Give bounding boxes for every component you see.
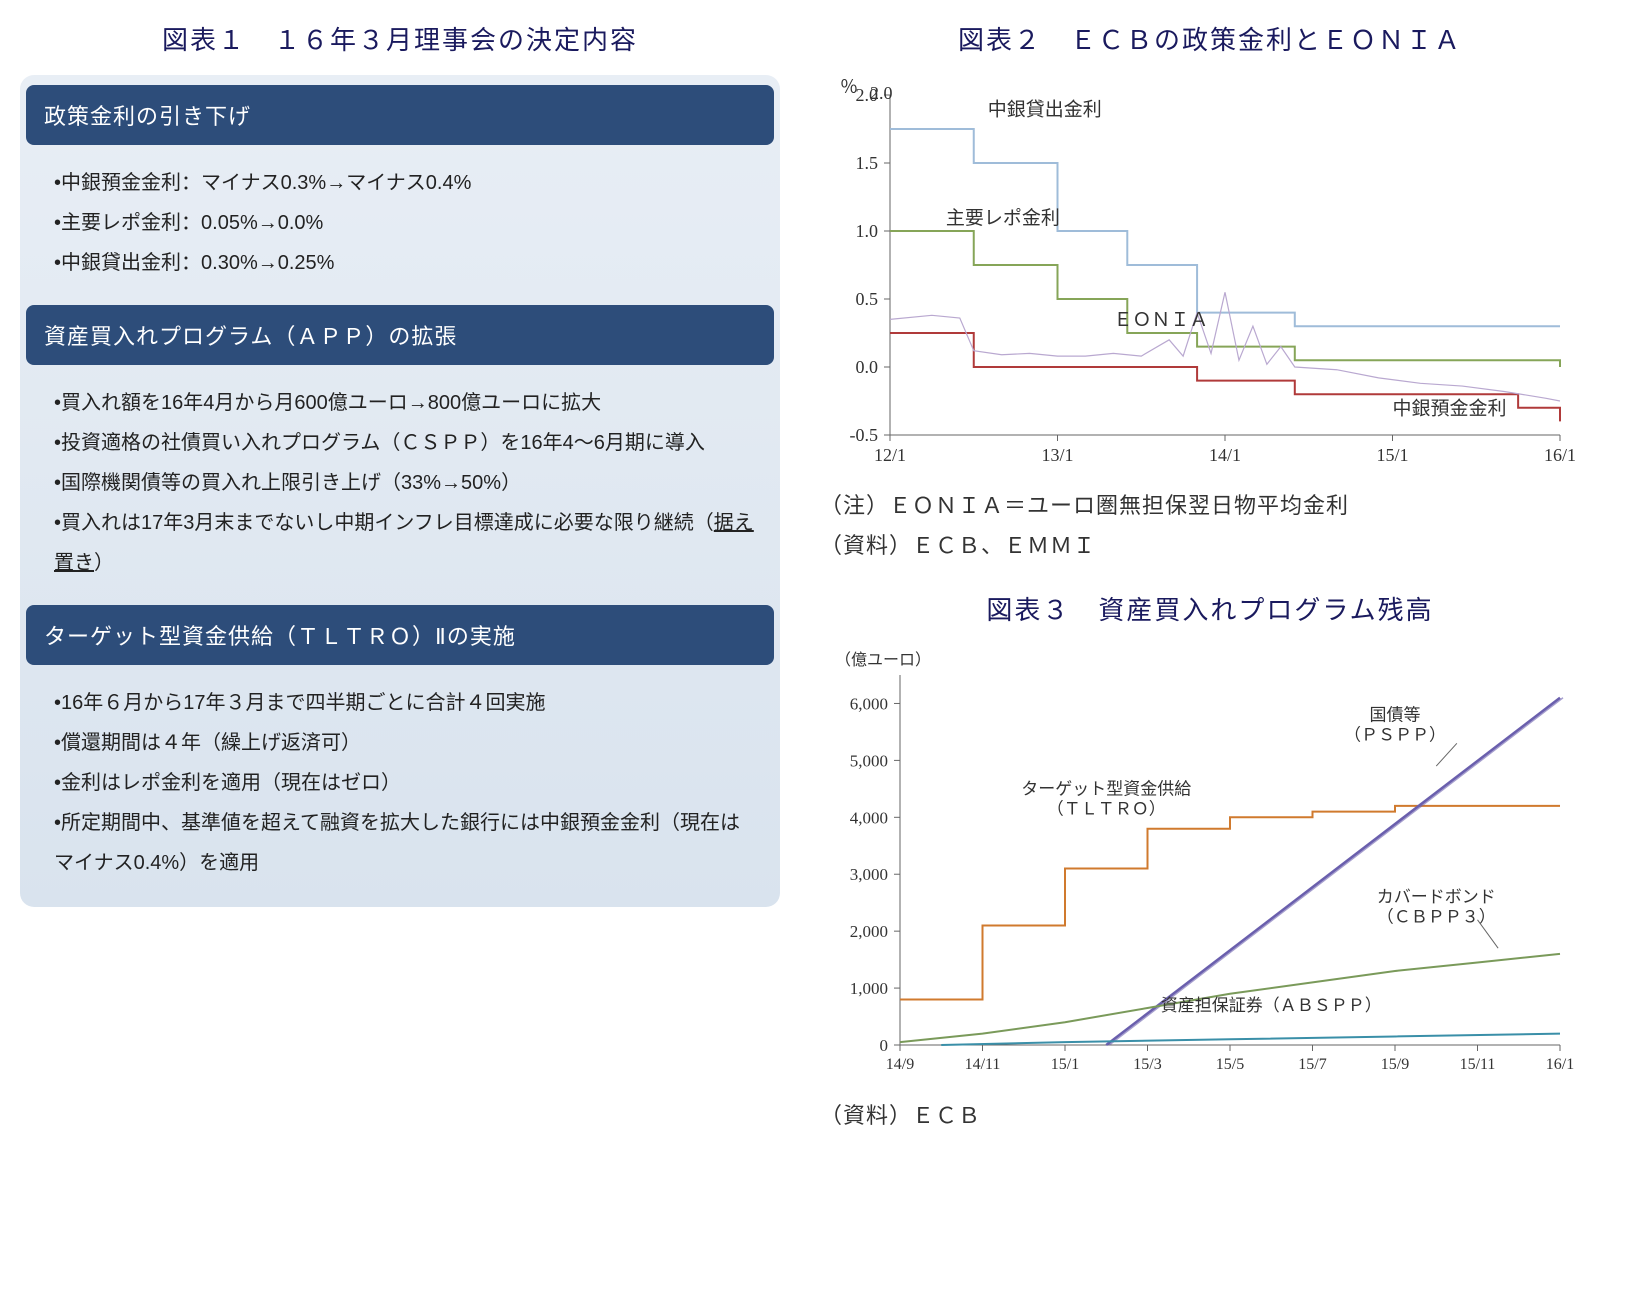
svg-text:15/1: 15/1 (1376, 445, 1408, 465)
bullet-item: 金利はレポ金利を適用（現在はゼロ） (54, 763, 756, 803)
figure1: 図表１ １６年３月理事会の決定内容 政策金利の引き下げ中銀預金金利：マイナス0.… (20, 20, 780, 1160)
figure2-title: 図表２ ＥＣＢの政策金利とＥＯＮＩＡ (820, 20, 1600, 57)
svg-text:15/5: 15/5 (1216, 1056, 1244, 1073)
section-header: 政策金利の引き下げ (26, 85, 774, 145)
svg-text:（億ユーロ）: （億ユーロ） (835, 651, 931, 669)
svg-text:（ＰＳＰＰ）: （ＰＳＰＰ） (1344, 726, 1446, 745)
svg-text:0.5: 0.5 (856, 289, 879, 309)
svg-text:資産担保証券（ＡＢＳＰＰ）: 資産担保証券（ＡＢＳＰＰ） (1161, 996, 1382, 1015)
svg-text:主要レポ金利: 主要レポ金利 (946, 207, 1060, 229)
figure1-panel: 政策金利の引き下げ中銀預金金利：マイナス0.3%→マイナス0.4%主要レポ金利：… (20, 75, 780, 907)
svg-text:ターゲット型資金供給: ターゲット型資金供給 (1021, 780, 1191, 799)
svg-text:5,000: 5,000 (850, 751, 888, 770)
bullet-item: 買入れは17年3月末までないし中期インフレ目標達成に必要な限り継続（据え置き） (54, 503, 756, 583)
section-body: 買入れ額を16年4月から月600億ユーロ→800億ユーロに拡大投資適格の社債買い… (26, 369, 774, 601)
section-body: 16年６月から17年３月まで四半期ごとに合計４回実施償還期間は４年（繰上げ返済可… (26, 669, 774, 901)
svg-text:16/1: 16/1 (1544, 445, 1576, 465)
bullet-item: 償還期間は４年（繰上げ返済可） (54, 723, 756, 763)
svg-text:（ＣＢＰＰ３）: （ＣＢＰＰ３） (1377, 908, 1496, 927)
svg-text:6,000: 6,000 (850, 694, 888, 713)
svg-text:中銀貸出金利: 中銀貸出金利 (988, 98, 1102, 120)
figure2-note2: （資料）ＥＣＢ、ＥＭＭＩ (820, 528, 1600, 560)
svg-text:4,000: 4,000 (850, 808, 888, 827)
svg-text:カバードボンド: カバードボンド (1377, 888, 1496, 907)
bullet-item: 買入れ額を16年4月から月600億ユーロ→800億ユーロに拡大 (54, 383, 756, 423)
svg-text:12/1: 12/1 (874, 445, 906, 465)
svg-text:中銀預金金利: 中銀預金金利 (1393, 398, 1507, 420)
figure2-note1: （注）ＥＯＮＩＡ＝ユーロ圏無担保翌日物平均金利 (820, 488, 1600, 520)
svg-text:15/7: 15/7 (1298, 1056, 1326, 1073)
svg-text:1,000: 1,000 (850, 979, 888, 998)
svg-text:2,000: 2,000 (850, 922, 888, 941)
figure3-title: 図表３ 資産買入れプログラム残高 (820, 590, 1600, 627)
figure3-note: （資料）ＥＣＢ (820, 1098, 1600, 1130)
svg-text:2.0: 2.0 (870, 83, 893, 103)
svg-text:（ＴＬＴＲＯ）: （ＴＬＴＲＯ） (1047, 800, 1166, 819)
svg-text:15/11: 15/11 (1460, 1056, 1496, 1073)
section-header: ターゲット型資金供給（ＴＬＴＲＯ）Ⅱの実施 (26, 605, 774, 665)
svg-text:国債等: 国債等 (1370, 706, 1421, 725)
bullet-item: 国際機関債等の買入れ上限引き上げ（33%→50%） (54, 463, 756, 503)
section-body: 中銀預金金利：マイナス0.3%→マイナス0.4%主要レポ金利：0.05%→0.0… (26, 149, 774, 301)
svg-text:1.0: 1.0 (856, 221, 879, 241)
svg-text:ＥＯＮＩＡ: ＥＯＮＩＡ (1113, 310, 1208, 331)
svg-text:3,000: 3,000 (850, 865, 888, 884)
bullet-item: 16年６月から17年３月まで四半期ごとに合計４回実施 (54, 683, 756, 723)
svg-text:13/1: 13/1 (1041, 445, 1073, 465)
svg-text:16/1: 16/1 (1546, 1056, 1574, 1073)
figure2: 図表２ ＥＣＢの政策金利とＥＯＮＩＡ ％-0.50.00.51.01.52.01… (820, 20, 1600, 560)
svg-text:14/11: 14/11 (965, 1056, 1001, 1073)
svg-text:14/9: 14/9 (886, 1056, 914, 1073)
svg-text:15/9: 15/9 (1381, 1056, 1409, 1073)
bullet-item: 主要レポ金利：0.05%→0.0% (54, 203, 756, 243)
section-header: 資産買入れプログラム（ＡＰＰ）の拡張 (26, 305, 774, 365)
svg-text:0: 0 (880, 1036, 889, 1055)
bullet-item: 中銀預金金利：マイナス0.3%→マイナス0.4% (54, 163, 756, 203)
figure2-chart: ％-0.50.00.51.01.52.012/113/114/115/116/1… (820, 75, 1580, 475)
figure3-chart: （億ユーロ） 0 1,000 2,000 3,000 4,000 5,000 6,000 14/… (820, 645, 1580, 1085)
svg-text:14/1: 14/1 (1209, 445, 1241, 465)
figure3: 図表３ 資産買入れプログラム残高 （億ユーロ） 0 1,000 2,000 3,000 4… (820, 590, 1600, 1130)
figure1-title: 図表１ １６年３月理事会の決定内容 (20, 20, 780, 57)
svg-text:-0.5: -0.5 (850, 425, 879, 445)
svg-text:15/3: 15/3 (1133, 1056, 1161, 1073)
bullet-item: 所定期間中、基準値を超えて融資を拡大した銀行には中銀預金金利（現在はマイナス0.… (54, 803, 756, 883)
svg-text:0.0: 0.0 (856, 357, 879, 377)
svg-text:1.5: 1.5 (856, 153, 879, 173)
bullet-item: 投資適格の社債買い入れプログラム（ＣＳＰＰ）を16年4～6月期に導入 (54, 423, 756, 463)
svg-text:15/1: 15/1 (1051, 1056, 1079, 1073)
bullet-item: 中銀貸出金利：0.30%→0.25% (54, 243, 756, 283)
